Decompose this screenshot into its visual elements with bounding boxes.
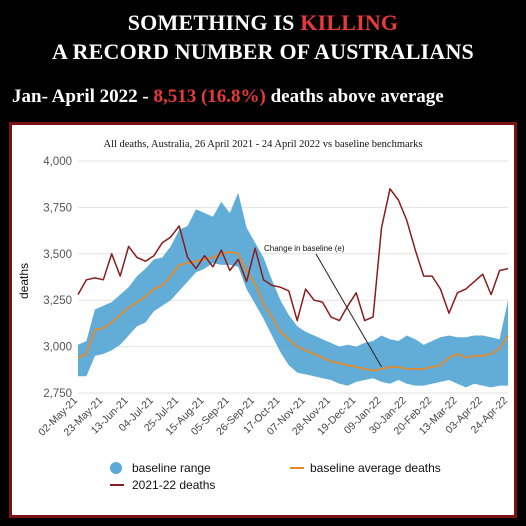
legend-swatch-baseline-range [110,462,122,474]
chart-title: All deaths, Australia, 26 April 2021 - 2… [103,139,422,150]
x-tick-labels: 02-May-2123-May-2113-Jun-2104-Jul-2125-J… [36,394,510,438]
series-lines [77,188,509,372]
subheadline-prefix: Jan- April 2022 - [12,86,154,107]
baseline-range-area [78,192,508,388]
legend-label-baseline-average: baseline average deaths [310,461,441,475]
y-tick-label: 3,750 [43,202,72,214]
y-tick-label: 2,750 [43,388,72,400]
y-tick-label: 3,250 [43,295,72,307]
baseline-average-line [77,251,509,372]
chart-panel: All deaths, Australia, 26 April 2021 - 2… [9,122,517,518]
baseline-range-band [78,192,508,388]
headline-prefix: SOMETHING IS [127,10,301,35]
y-tick-label: 3,500 [43,249,72,261]
y-tick-label: 3,000 [43,342,72,354]
deaths-2021-22-line [77,188,509,322]
y-tick-labels: 2,750 3,000 3,250 3,500 3,750 4,000 [43,156,72,400]
legend-label-baseline-range: baseline range [132,461,211,475]
y-tick-label: 4,000 [43,156,72,168]
headline-highlight: KILLING [300,10,399,35]
annotation-pointer [315,253,382,368]
headline-line-1: SOMETHING IS KILLING [0,10,526,36]
chart-legend: baseline range baseline average deaths 202… [110,461,441,492]
headline-line-2: A RECORD NUMBER OF AUSTRALIANS [51,39,474,64]
legend-label-deaths: 2021-22 deaths [132,478,215,492]
subheadline-highlight: 8,513 (16.8%) [153,86,266,107]
annotation-label: Change in baseline (e) [264,244,345,253]
y-axis-label: deaths [17,263,31,299]
annotation: Change in baseline (e) [264,244,382,368]
subheadline-suffix: deaths above average [265,86,444,107]
subheadline: Jan- April 2022 - 8,513 (16.8%) deaths a… [12,86,444,108]
deaths-chart: All deaths, Australia, 26 April 2021 - 2… [17,139,510,492]
